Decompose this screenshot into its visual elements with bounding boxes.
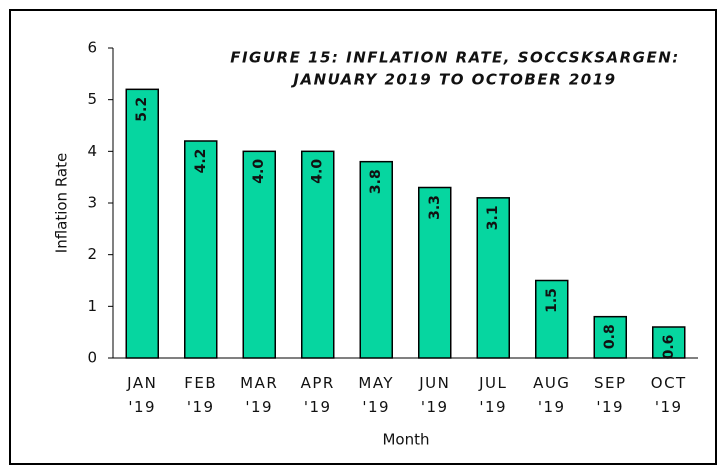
x-tick-label-line: '19 (596, 398, 624, 416)
bar (125, 88, 159, 359)
chart-title: JANUARY 2019 TO OCTOBER 2019 (290, 71, 616, 89)
bar (476, 197, 510, 359)
x-tick-label: MAR '19 (240, 374, 278, 416)
x-tick-label: APR '19 (301, 374, 335, 416)
x-tick-label: JUN '19 (418, 374, 450, 416)
x-axis-label: Month (382, 431, 429, 449)
x-tick-label-line: FEB (184, 374, 217, 392)
x-tick-label-line: JAN (126, 374, 157, 392)
bar (593, 315, 627, 359)
y-tick-label: 4 (87, 142, 97, 160)
x-tick-label-line: '19 (479, 398, 507, 416)
x-tick-label: JAN '19 (126, 374, 157, 416)
x-tick-label-line: '19 (128, 398, 156, 416)
value-label: 3.3 (427, 195, 443, 220)
x-tick-label-line: APR (301, 374, 335, 392)
value-label: 4.0 (251, 159, 267, 184)
x-tick-label: OCT '19 (651, 374, 687, 416)
y-tick-label: 3 (87, 194, 97, 212)
chart-title: FIGURE 15: INFLATION RATE, SOCCSKSARGEN: (230, 49, 680, 67)
x-tick-label-line: OCT (651, 374, 687, 392)
x-tick-label: FEB '19 (184, 374, 217, 416)
bar (184, 140, 218, 359)
y-tick-label: 6 (87, 39, 97, 57)
y-tick-label: 0 (87, 349, 97, 367)
bar (652, 326, 686, 359)
bar (535, 279, 569, 359)
x-tick-label-line: MAR (240, 374, 278, 392)
value-label: 0.6 (661, 335, 677, 360)
y-tick-label: 2 (87, 245, 97, 263)
x-tick-label-line: '19 (187, 398, 215, 416)
x-tick-label: AUG '19 (533, 374, 570, 416)
value-label: 1.5 (544, 288, 560, 313)
y-tick-label: 1 (87, 297, 97, 315)
value-label: 0.8 (602, 324, 618, 349)
x-tick-label-line: '19 (304, 398, 332, 416)
value-label: 3.8 (368, 169, 384, 194)
x-tick-label-line: SEP (594, 374, 627, 392)
bar (301, 150, 335, 359)
y-axis-label: Inflation Rate (53, 153, 71, 253)
value-label: 5.2 (134, 97, 150, 122)
x-tick-label-line: '19 (538, 398, 566, 416)
x-tick-label: JUL '19 (478, 374, 507, 416)
x-tick-label-line: JUN (418, 374, 450, 392)
x-tick-label: SEP '19 (594, 374, 627, 416)
x-tick-label-line: AUG (533, 374, 570, 392)
x-tick-label-line: '19 (245, 398, 273, 416)
value-label: 4.0 (310, 159, 326, 184)
value-label: 3.1 (485, 205, 501, 230)
x-tick-label-line: MAY (358, 374, 394, 392)
x-tick-label-line: JUL (478, 374, 507, 392)
y-tick-label: 5 (87, 90, 97, 108)
x-tick-label: MAY '19 (358, 374, 394, 416)
bar (418, 186, 452, 359)
value-label: 4.2 (193, 149, 209, 174)
bar (359, 160, 393, 359)
bar (242, 150, 276, 359)
x-tick-label-line: '19 (362, 398, 390, 416)
x-tick-label-line: '19 (421, 398, 449, 416)
x-tick-label-line: '19 (655, 398, 683, 416)
